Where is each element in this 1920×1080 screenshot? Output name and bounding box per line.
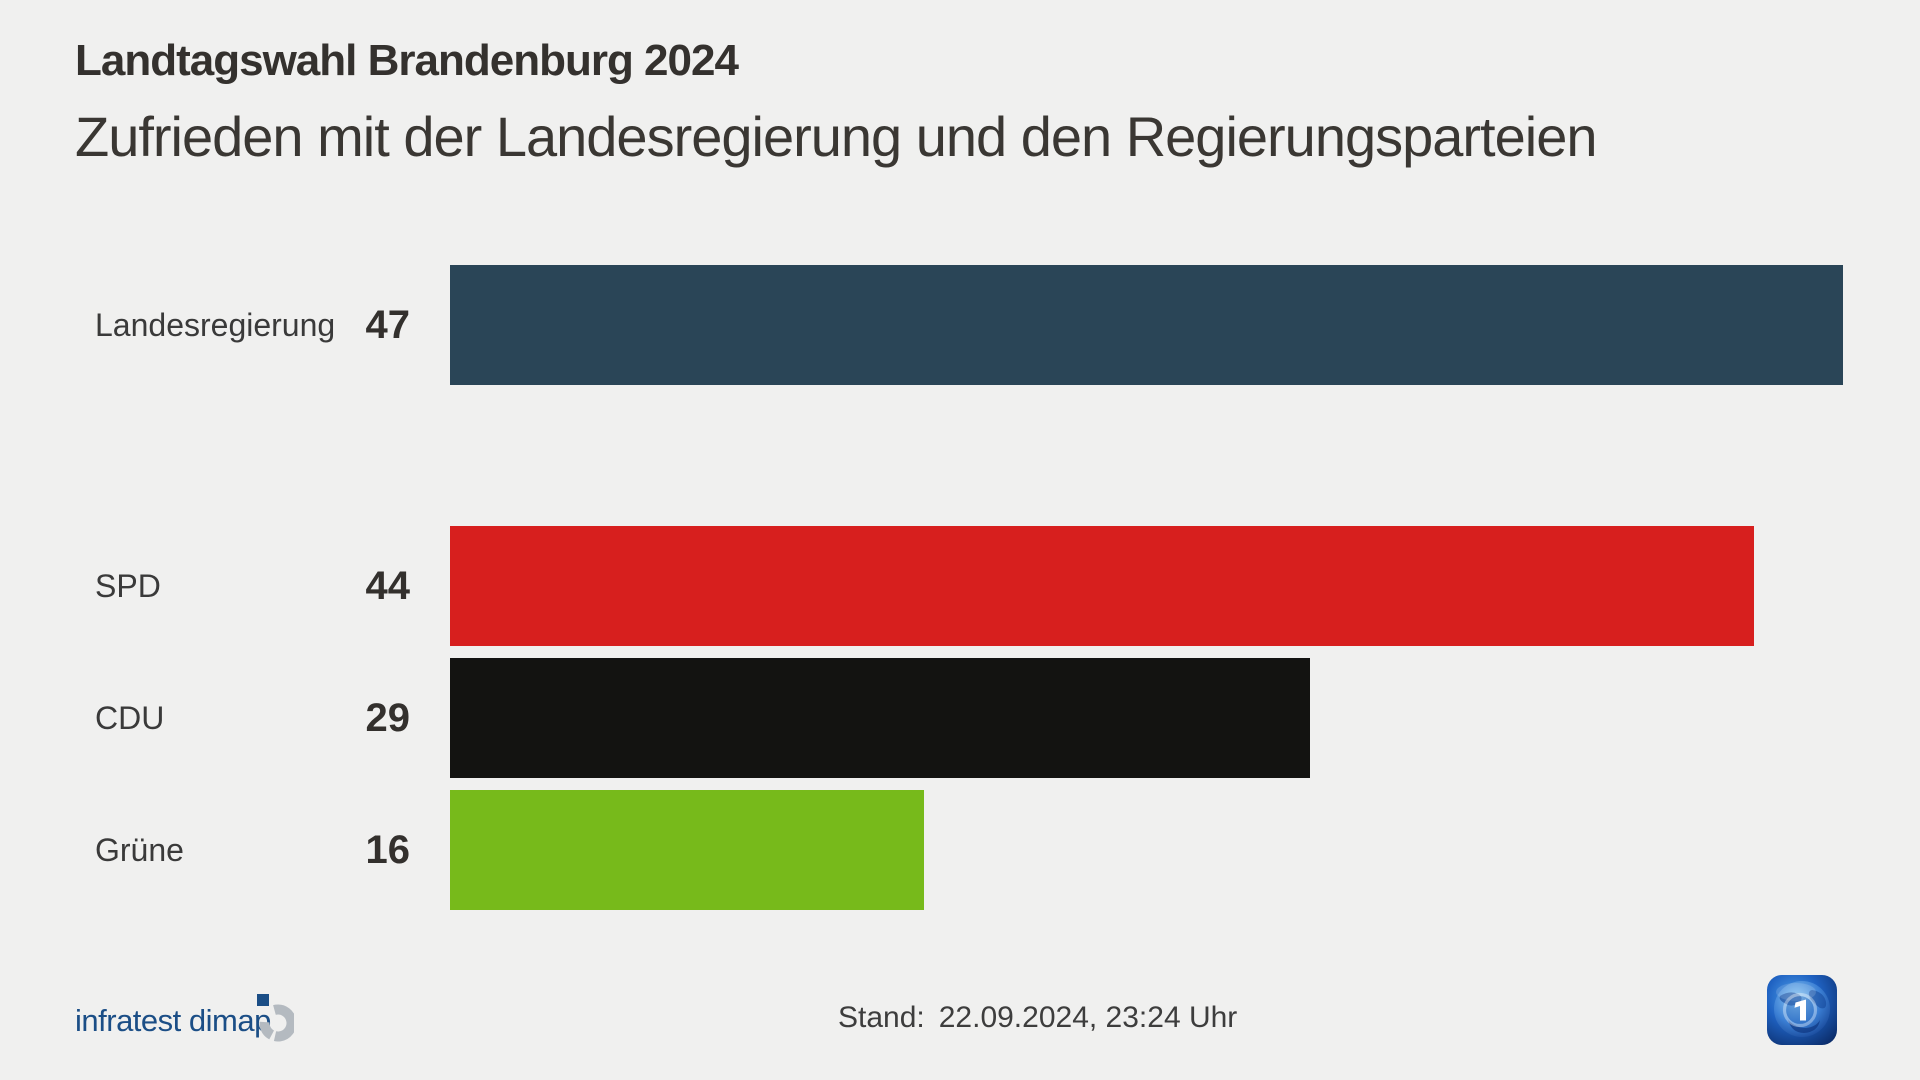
bar-value: 44 <box>365 563 411 608</box>
bar-label: Grüne <box>95 831 184 868</box>
bar <box>450 790 924 910</box>
bar-label: SPD <box>95 567 161 604</box>
bar-row: Landesregierung 47 <box>0 265 1920 385</box>
source-brand-label: infratest dimap <box>75 1003 271 1038</box>
bar-row: CDU 29 <box>0 658 1920 778</box>
stand-value: 22.09.2024, 23:24 Uhr <box>938 1001 1238 1034</box>
bar <box>450 526 1754 646</box>
bar-row: Grüne 16 <box>0 790 1920 910</box>
bar-value: 47 <box>365 302 411 347</box>
chart-title: Zufrieden mit der Landesregierung und de… <box>75 105 1597 168</box>
stand-timestamp: Stand: 22.09.2024, 23:24 Uhr <box>838 1001 1237 1035</box>
bar-value: 16 <box>365 827 411 872</box>
ard-globe-logo-icon <box>1767 975 1837 1045</box>
infratest-dimap-mark-icon <box>257 994 294 1042</box>
bar <box>450 658 1310 778</box>
bar <box>450 265 1843 385</box>
bar-label: Landesregierung <box>95 306 336 343</box>
bar-label: CDU <box>95 699 165 736</box>
bar-value: 29 <box>365 695 411 740</box>
stand-label: Stand: <box>838 1001 925 1034</box>
bar-row: SPD 44 <box>0 526 1920 646</box>
chart-kicker: Landtagswahl Brandenburg 2024 <box>75 36 739 85</box>
